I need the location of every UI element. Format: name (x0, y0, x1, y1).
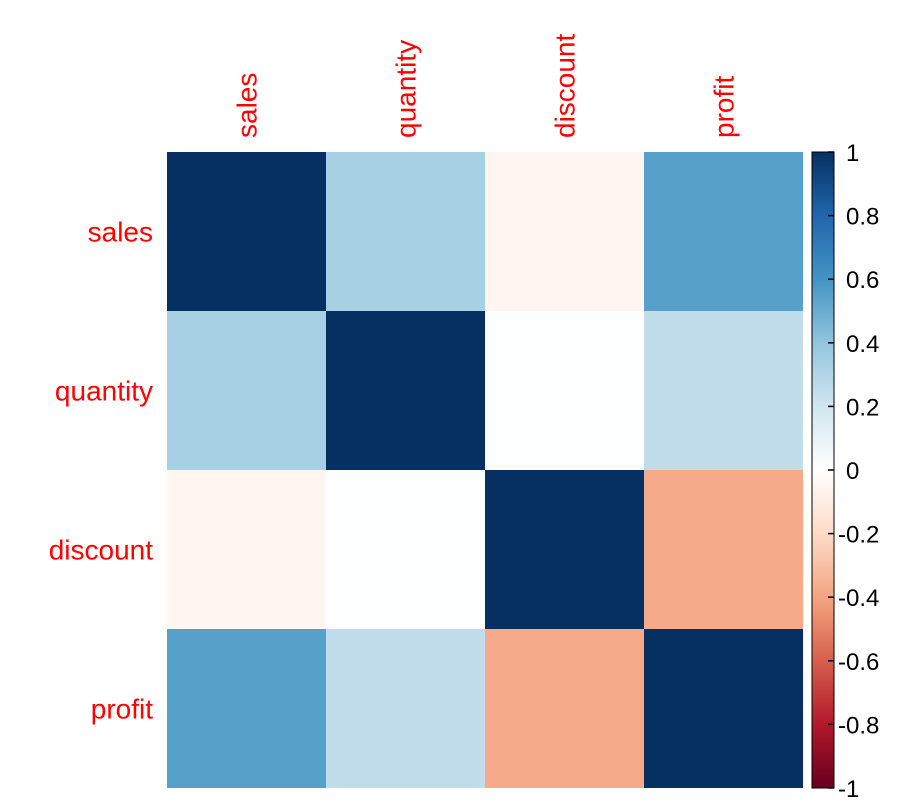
colorbar-tick-label: 0.8 (846, 204, 879, 231)
row-labels: sales quantity discount profit (49, 217, 154, 725)
colorbar-tick-label: -1 (838, 776, 859, 803)
row-label-sales: sales (88, 217, 153, 248)
heatmap-cell-profit-quantity (326, 629, 485, 788)
colorbar-tick-label: 0.6 (846, 267, 879, 294)
heatmap-cell-profit-profit (644, 629, 803, 788)
column-label-sales: sales (232, 73, 263, 138)
column-label-profit: profit (709, 76, 740, 138)
heatmap-cell-quantity-sales (167, 311, 326, 470)
row-label-discount: discount (49, 535, 154, 566)
heatmap-cell-discount-discount (485, 470, 644, 629)
heatmap-cell-discount-sales (167, 470, 326, 629)
colorbar-tick-label: 0.2 (846, 394, 879, 421)
row-label-profit: profit (91, 694, 153, 725)
colorbar-tick-label: 1 (846, 140, 859, 167)
heatmap-cell-sales-sales (167, 152, 326, 311)
heatmap-cell-quantity-quantity (326, 311, 485, 470)
heatmap-cells (167, 152, 803, 788)
colorbar-tick-label: -0.2 (838, 522, 879, 549)
heatmap-cell-profit-discount (485, 629, 644, 788)
column-label-quantity: quantity (391, 40, 422, 138)
row-label-quantity: quantity (55, 376, 153, 407)
heatmap-cell-profit-sales (167, 629, 326, 788)
heatmap-cell-quantity-profit (644, 311, 803, 470)
heatmap-cell-sales-discount (485, 152, 644, 311)
colorbar-tick-label: -0.6 (838, 649, 879, 676)
colorbar-tick-label: -0.8 (838, 712, 879, 739)
colorbar-tick-label: -0.4 (838, 585, 879, 612)
column-labels: sales quantity discount profit (232, 33, 740, 138)
heatmap-cell-quantity-discount (485, 311, 644, 470)
colorbar-tick-label: 0 (846, 458, 859, 485)
colorbar-tick-label: 0.4 (846, 331, 879, 358)
heatmap-cell-sales-profit (644, 152, 803, 311)
heatmap-cell-discount-quantity (326, 470, 485, 629)
colorbar: 1 0.8 0.6 0.4 0.2 0 -0.2 -0.4 -0.6 -0.8 -1 (811, 140, 879, 803)
heatmap-cell-discount-profit (644, 470, 803, 629)
column-label-discount: discount (550, 33, 581, 138)
heatmap-cell-sales-quantity (326, 152, 485, 311)
